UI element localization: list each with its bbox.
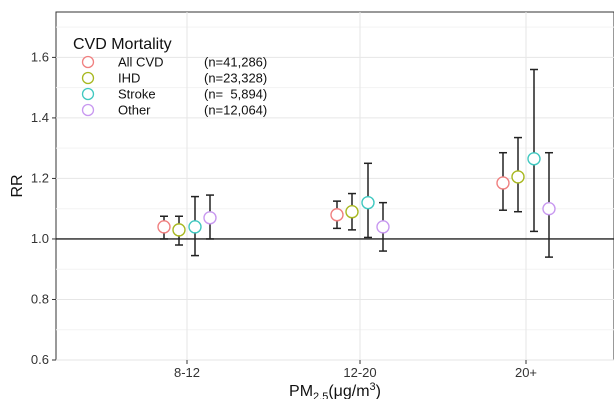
x-axis-title-unit: (μg/m xyxy=(328,383,369,399)
y-tick-label-5: 1.6 xyxy=(31,49,49,64)
legend-label-stroke: Stroke xyxy=(118,87,156,102)
point-stroke-1 xyxy=(361,195,375,210)
x-axis-title-main: PM xyxy=(289,383,313,399)
y-axis-title: RR xyxy=(9,174,26,197)
point-other-2 xyxy=(542,201,556,216)
legend-label-other: Other xyxy=(118,103,151,118)
legend-items: All CVD (n=41,286) IHD (n=23,328) Stroke (n= … xyxy=(81,55,267,118)
point-ihd-0 xyxy=(172,223,186,237)
legend-count-stroke: (n= 5,894) xyxy=(204,87,267,102)
point-stroke-2 xyxy=(527,152,541,166)
x-tick-label-1: 12-20 xyxy=(343,365,376,380)
point-other-0 xyxy=(203,211,217,225)
x-tick-label-2: 20+ xyxy=(515,365,537,380)
legend-key-other xyxy=(81,103,95,117)
x-axis-title: PM2.5(μg/m3) xyxy=(289,381,381,399)
y-tick-label-3: 1.2 xyxy=(31,170,49,185)
data-marks xyxy=(157,68,556,258)
y-tick-label-0: 0.6 xyxy=(31,352,49,367)
point-ihd-1 xyxy=(345,205,359,219)
x-axis-title-close: ) xyxy=(376,383,381,399)
point-all-cvd-2 xyxy=(496,176,510,190)
point-other-1 xyxy=(376,220,390,234)
legend: CVD Mortality All CVD (n=41,286) IHD (n=23,… xyxy=(73,36,267,118)
grid-lines xyxy=(56,12,614,361)
x-axis-title-superscript: 3 xyxy=(370,381,376,393)
point-all-cvd-0 xyxy=(157,220,171,234)
panel-background xyxy=(55,11,614,361)
x-axis: 8-12 12-20 20+ xyxy=(174,360,537,380)
x-tick-label-0: 8-12 xyxy=(174,365,200,380)
legend-key-ihd xyxy=(81,71,95,85)
legend-key-all-cvd xyxy=(81,55,95,69)
legend-title: CVD Mortality xyxy=(73,36,172,53)
point-stroke-0 xyxy=(188,220,202,234)
y-tick-label-4: 1.4 xyxy=(31,110,49,125)
legend-count-other: (n=12,064) xyxy=(204,103,267,118)
legend-label-ihd: IHD xyxy=(118,71,140,86)
x-axis-title-subscript: 2.5 xyxy=(313,391,328,399)
legend-count-all-cvd: (n=41,286) xyxy=(204,55,267,70)
y-tick-label-2: 1.0 xyxy=(31,231,49,246)
legend-key-stroke xyxy=(81,87,95,101)
error-bar-stroke-2 xyxy=(530,68,538,233)
point-all-cvd-1 xyxy=(330,208,344,222)
legend-label-all-cvd: All CVD xyxy=(118,55,164,70)
y-tick-label-1: 0.8 xyxy=(31,291,49,306)
y-axis: 0.6 0.8 1.0 1.2 1.4 1.6 xyxy=(31,49,56,367)
point-ihd-2 xyxy=(511,170,525,184)
legend-count-ihd: (n=23,328) xyxy=(204,71,267,86)
